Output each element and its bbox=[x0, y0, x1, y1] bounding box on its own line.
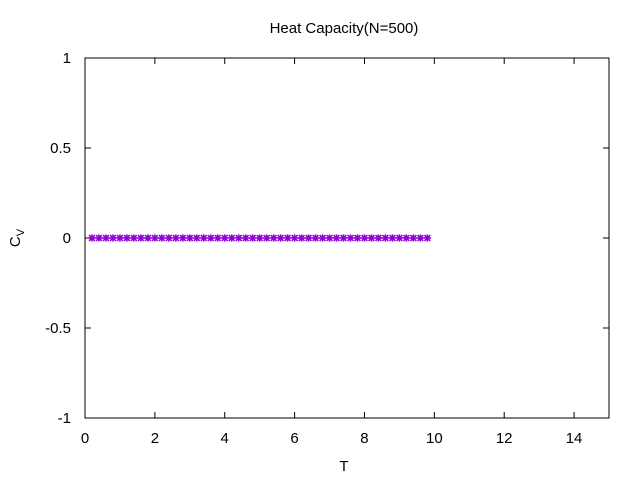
data-point bbox=[396, 234, 403, 241]
data-point bbox=[291, 234, 298, 241]
chart-title: Heat Capacity(N=500) bbox=[270, 20, 419, 37]
data-point bbox=[214, 234, 221, 241]
data-point bbox=[340, 234, 347, 241]
y-tick-label: -1 bbox=[58, 410, 71, 427]
x-tick-label: 4 bbox=[221, 430, 229, 447]
data-point bbox=[165, 234, 172, 241]
data-point bbox=[242, 234, 249, 241]
y-tick-label: 0 bbox=[63, 230, 71, 247]
data-point bbox=[382, 234, 389, 241]
y-axis-label-main: C bbox=[7, 236, 24, 247]
data-point bbox=[263, 234, 270, 241]
axis-tick-labels: 0 2 4 6 8 10 12 14 -1 -0.5 0 0.5 1 bbox=[45, 50, 582, 447]
data-point bbox=[172, 234, 179, 241]
y-tick-label: 1 bbox=[63, 50, 71, 67]
data-point bbox=[326, 234, 333, 241]
data-point bbox=[144, 234, 151, 241]
y-axis-label: CV bbox=[7, 228, 27, 247]
data-point bbox=[389, 234, 396, 241]
data-point bbox=[102, 234, 109, 241]
data-point bbox=[368, 234, 375, 241]
data-point bbox=[298, 234, 305, 241]
x-tick-label: 8 bbox=[360, 430, 368, 447]
data-point bbox=[116, 234, 123, 241]
data-point bbox=[130, 234, 137, 241]
data-point bbox=[158, 234, 165, 241]
data-point bbox=[137, 234, 144, 241]
data-point bbox=[403, 234, 410, 241]
data-point bbox=[207, 234, 214, 241]
y-axis-label-subscript: V bbox=[15, 228, 27, 236]
data-point bbox=[123, 234, 130, 241]
data-point bbox=[88, 234, 95, 241]
data-point bbox=[277, 234, 284, 241]
y-tick-label: 0.5 bbox=[50, 140, 71, 157]
data-point bbox=[333, 234, 340, 241]
data-point bbox=[312, 234, 319, 241]
data-point bbox=[347, 234, 354, 241]
data-point bbox=[354, 234, 361, 241]
data-point bbox=[95, 234, 102, 241]
x-tick-label: 12 bbox=[496, 430, 513, 447]
data-point bbox=[424, 234, 431, 241]
y-tick-label: -0.5 bbox=[45, 320, 71, 337]
data-point bbox=[305, 234, 312, 241]
x-tick-label: 14 bbox=[566, 430, 583, 447]
x-tick-label: 0 bbox=[81, 430, 89, 447]
data-point bbox=[375, 234, 382, 241]
data-point bbox=[109, 234, 116, 241]
data-point bbox=[284, 234, 291, 241]
data-point bbox=[256, 234, 263, 241]
data-point bbox=[319, 234, 326, 241]
x-tick-label: 6 bbox=[290, 430, 298, 447]
data-point bbox=[200, 234, 207, 241]
data-point bbox=[151, 234, 158, 241]
x-tick-label: 2 bbox=[151, 430, 159, 447]
data-series bbox=[88, 234, 431, 241]
data-point bbox=[228, 234, 235, 241]
data-point bbox=[361, 234, 368, 241]
x-tick-label: 10 bbox=[426, 430, 443, 447]
data-point bbox=[249, 234, 256, 241]
data-point bbox=[410, 234, 417, 241]
data-point bbox=[235, 234, 242, 241]
data-point bbox=[270, 234, 277, 241]
data-point bbox=[417, 234, 424, 241]
data-point bbox=[186, 234, 193, 241]
x-axis-label: T bbox=[339, 458, 348, 475]
data-point bbox=[179, 234, 186, 241]
data-point bbox=[193, 234, 200, 241]
data-point bbox=[221, 234, 228, 241]
